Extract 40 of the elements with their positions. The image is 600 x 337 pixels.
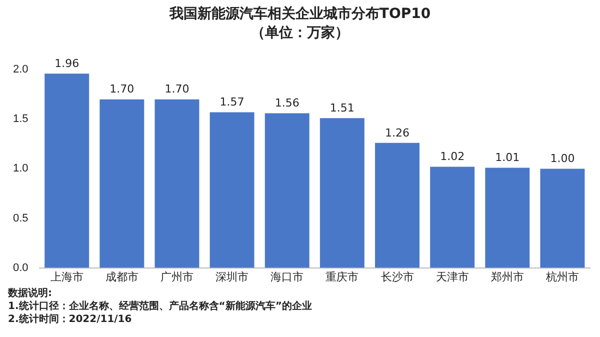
chart-title: 我国新能源汽车相关企业城市分布TOP10 <box>168 5 431 22</box>
x-tick-label: 深圳市 <box>216 270 249 284</box>
bar <box>375 142 420 268</box>
x-tick-label: 杭州市 <box>544 270 579 284</box>
x-tick-label: 广州市 <box>160 270 194 284</box>
x-tick-label: 上海市 <box>50 270 84 284</box>
bar <box>264 113 310 268</box>
x-tick-label: 天津市 <box>436 270 469 284</box>
data-label: 1.70 <box>110 82 134 96</box>
bar <box>540 168 585 268</box>
bar <box>430 166 475 268</box>
bar <box>210 112 254 268</box>
text: 1.统计口径：企业名称、经营范围、产品名称含“新能源汽车”的企业 <box>8 300 312 313</box>
bar <box>320 118 364 268</box>
x-tick-label: 郑州市 <box>490 270 524 284</box>
bar <box>100 99 144 268</box>
data-label: 1.70 <box>164 82 190 96</box>
data-label: 1.00 <box>550 152 575 166</box>
y-tick-label: 1.0 <box>12 162 28 175</box>
data-label: 1.01 <box>495 151 520 164</box>
y-tick-label: 1.5 <box>12 113 28 126</box>
y-tick-label: 2.0 <box>12 64 28 76</box>
data-label: 1.51 <box>330 102 354 115</box>
bar <box>154 99 200 268</box>
data-label: 1.96 <box>54 56 80 70</box>
text: 2.统计时间：2022/11/16 <box>8 313 133 326</box>
data-label: 1.57 <box>220 96 244 109</box>
x-tick-label: 重庆市 <box>326 270 359 284</box>
bar <box>44 74 90 268</box>
x-tick-label: 成都市 <box>105 270 138 284</box>
data-label: 1.02 <box>440 150 465 164</box>
x-tick-label: 长沙市 <box>380 270 414 284</box>
chart-subtitle: （单位：万家） <box>251 24 349 41</box>
bar <box>485 168 530 268</box>
data-label: 1.26 <box>385 126 410 140</box>
data-label: 1.56 <box>274 96 300 110</box>
y-tick-label: 0.5 <box>12 212 28 224</box>
text: 数据说明: <box>8 287 53 300</box>
y-tick-label: 0.0 <box>12 262 28 274</box>
x-tick-label: 海口市 <box>270 270 304 284</box>
